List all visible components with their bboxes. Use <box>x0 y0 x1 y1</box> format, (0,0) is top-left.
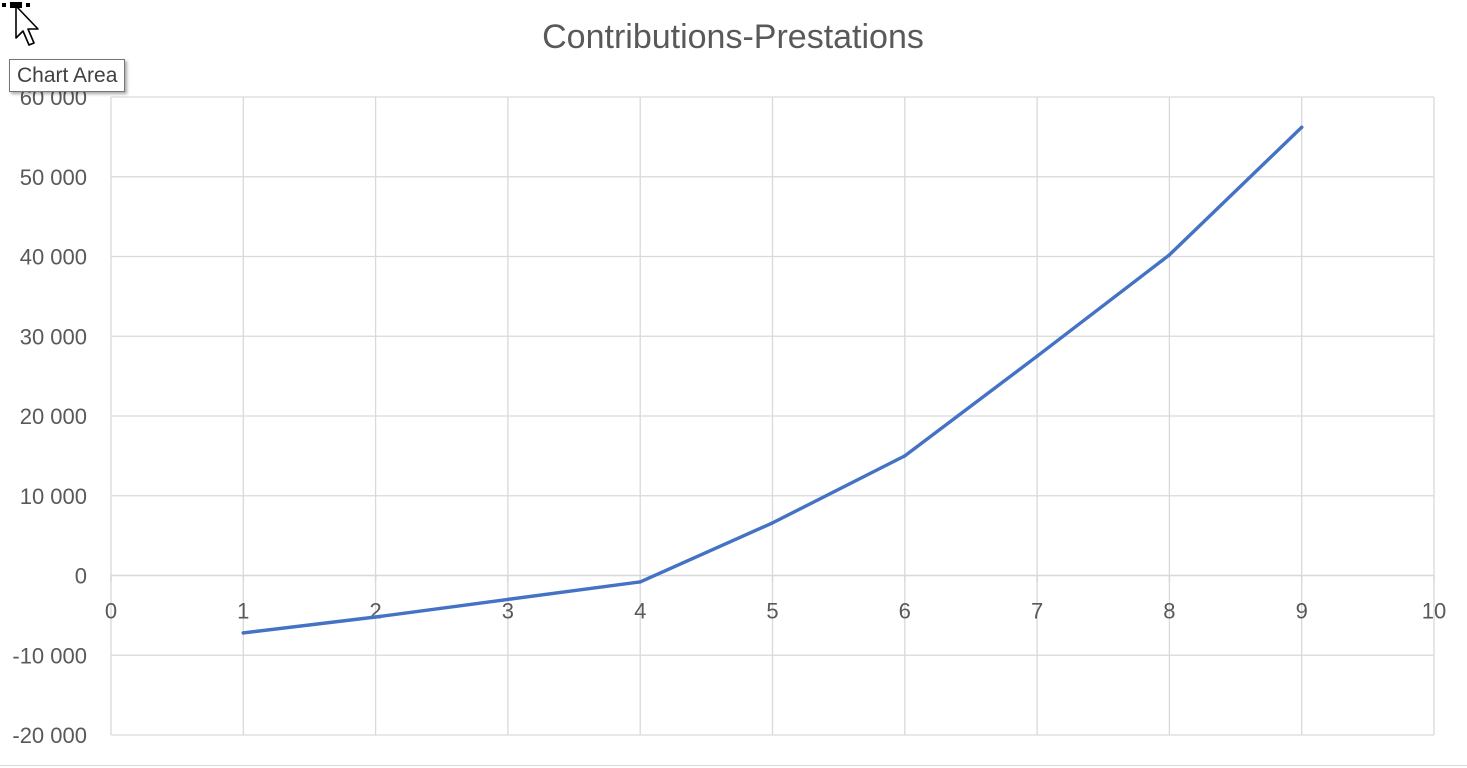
y-tick-label: 50 000 <box>20 165 87 190</box>
data-point <box>1035 354 1039 358</box>
data-point <box>506 597 510 602</box>
data-point <box>1167 253 1172 257</box>
x-tick-label: 7 <box>1031 599 1043 624</box>
x-tick-label: 10 <box>1422 599 1446 624</box>
y-tick-label: 0 <box>75 564 87 589</box>
plot-area[interactable] <box>241 125 1304 635</box>
x-tick-label: 9 <box>1296 599 1308 624</box>
x-tick-label: 8 <box>1163 599 1175 624</box>
x-axis-tick-labels: 0 1 2 3 4 5 6 7 8 9 10 <box>105 599 1446 624</box>
y-tick-label: -10 000 <box>12 643 87 668</box>
data-point <box>903 454 907 458</box>
data-point <box>373 615 378 619</box>
data-point <box>770 521 775 525</box>
chart-element-tooltip: Chart Area <box>9 59 126 92</box>
data-point <box>1300 125 1304 130</box>
sheet-divider <box>0 765 1467 766</box>
x-tick-label: 2 <box>369 599 381 624</box>
data-point <box>241 631 245 635</box>
y-tick-label: 10 000 <box>20 484 87 509</box>
y-tick-label: 30 000 <box>20 324 87 349</box>
pointer-cursor-icon <box>15 5 39 46</box>
move-handle-icon[interactable] <box>0 0 34 14</box>
x-tick-label: 6 <box>899 599 911 624</box>
y-tick-label: 40 000 <box>20 245 87 270</box>
axes <box>110 574 1435 582</box>
x-tick-label: 5 <box>766 599 778 624</box>
x-tick-label: 1 <box>237 599 249 624</box>
y-tick-label: 20 000 <box>20 404 87 429</box>
x-tick-label: 4 <box>634 599 646 624</box>
data-point <box>638 580 642 584</box>
y-axis-tick-labels: -20 000 -10 000 0 10 000 20 000 30 000 40 000 5… <box>12 85 87 748</box>
y-tick-label: -20 000 <box>12 723 87 748</box>
x-tick-label: 3 <box>502 599 514 624</box>
chart-title: Contributions-Prestations <box>542 18 924 56</box>
x-tick-label: 0 <box>105 599 117 624</box>
